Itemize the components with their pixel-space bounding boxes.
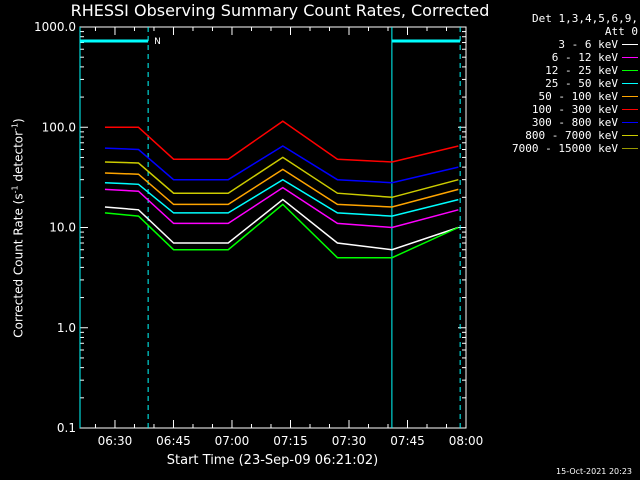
legend-entry: 6 - 12 keV — [470, 51, 638, 64]
y-tick-label: 1.0 — [57, 321, 76, 335]
x-tick-label: 06:45 — [156, 434, 191, 448]
legend-swatch — [622, 135, 638, 136]
legend-detectors-line2: Att 0 — [604, 25, 638, 38]
legend-label: 300 - 800 keV — [531, 116, 618, 129]
y-tick-label: 1000.0 — [34, 20, 76, 34]
axes — [79, 26, 467, 429]
x-tick-label: 07:30 — [332, 434, 367, 448]
legend-label: 100 - 300 keV — [531, 103, 618, 116]
tick-marks — [80, 26, 467, 429]
legend-detectors-line1: Det 1,3,4,5,6,9, — [532, 12, 638, 25]
series-line — [104, 145, 459, 184]
night-marker-label: N — [154, 37, 161, 47]
x-axis-title: Start Time (23-Sep-09 06:21:02) — [166, 453, 379, 468]
legend-swatch — [622, 122, 638, 123]
legend-entry: 100 - 300 keV — [470, 103, 638, 116]
plot-frame — [79, 26, 467, 429]
legend-entry: 50 - 100 keV — [470, 90, 638, 103]
series-line — [104, 186, 459, 229]
legend-swatch — [622, 148, 638, 149]
night-markers: N — [79, 27, 461, 428]
y-tick-label: 10.0 — [49, 221, 76, 235]
chart-title: RHESSI Observing Summary Count Rates, Co… — [70, 1, 490, 20]
timestamp: 15-Oct-2021 20:23 — [556, 467, 632, 476]
x-tick-label: 06:30 — [98, 434, 133, 448]
series-group — [104, 120, 459, 259]
legend-label: 800 - 7000 keV — [525, 129, 618, 142]
x-tick-label: 07:45 — [390, 434, 425, 448]
y-axis-title: Corrected Count Rate (s-1 detector-1) — [10, 118, 26, 338]
legend-swatch — [622, 70, 638, 71]
legend-label: 12 - 25 keV — [545, 64, 618, 77]
legend-label: 50 - 100 keV — [538, 90, 618, 103]
series-line — [104, 198, 459, 251]
y-tick-label: 100.0 — [42, 120, 76, 134]
legend: Det 1,3,4,5,6,9, Att 0 3 - 6 keV 6 - 12 k… — [470, 12, 638, 155]
legend-entry: 12 - 25 keV — [470, 64, 638, 77]
legend-entry: 300 - 800 keV — [470, 116, 638, 129]
legend-swatch — [622, 44, 638, 45]
x-tick-label: 07:00 — [215, 434, 250, 448]
series-line — [104, 203, 459, 259]
series-line — [104, 120, 459, 163]
legend-label: 7000 - 15000 keV — [512, 142, 618, 155]
legend-label: 3 - 6 keV — [558, 38, 618, 51]
legend-label: 25 - 50 keV — [545, 77, 618, 90]
legend-swatch — [622, 109, 638, 110]
legend-entry: 800 - 7000 keV — [470, 129, 638, 142]
legend-swatch — [622, 83, 638, 84]
series-line — [104, 156, 459, 199]
y-tick-label: 0.1 — [57, 421, 76, 435]
legend-entry: 7000 - 15000 keV — [470, 142, 638, 155]
legend-entry: 3 - 6 keV — [470, 38, 638, 51]
series-line — [104, 178, 459, 217]
legend-swatch — [622, 57, 638, 58]
legend-entry: 25 - 50 keV — [470, 77, 638, 90]
legend-label: 6 - 12 keV — [551, 51, 618, 64]
tick-labels: 0.1 1.0 10.0 100.0 1000.0 06:30 06:45 07:00 07:1… — [34, 20, 483, 448]
series-line — [104, 168, 459, 208]
legend-swatch — [622, 96, 638, 97]
x-tick-label: 07:15 — [273, 434, 308, 448]
x-tick-label: 08:00 — [449, 434, 484, 448]
